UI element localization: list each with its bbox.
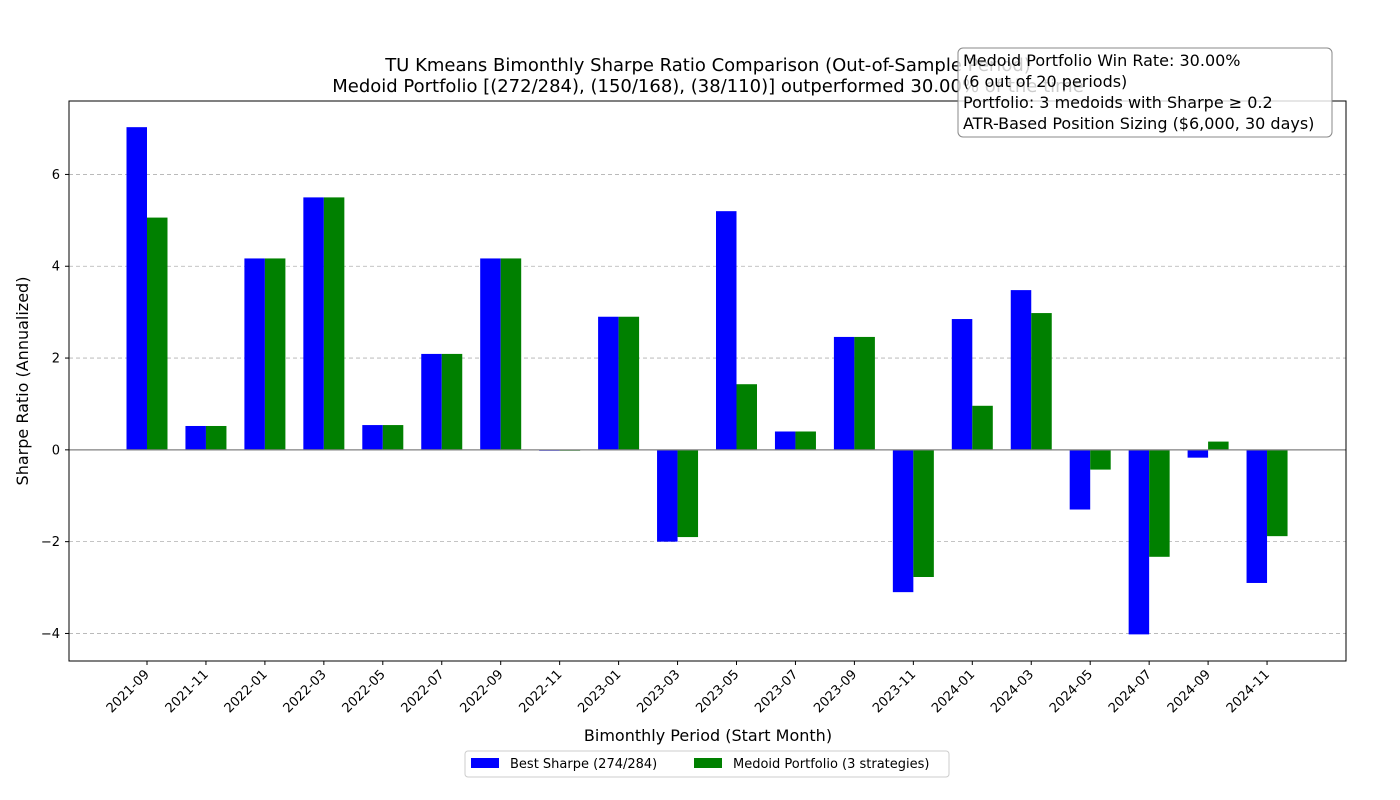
bar-best-sharpe [716,211,737,450]
bar-medoid-portfolio [1090,449,1111,470]
bar-medoid-portfolio [736,384,757,450]
bar-medoid-portfolio [441,353,463,450]
bar-best-sharpe [362,425,383,450]
legend-label-medoid-portfolio: Medoid Portfolio (3 strategies) [733,757,930,772]
bar-medoid-portfolio [1267,449,1288,537]
bar-medoid-portfolio [972,405,993,450]
x-tick-label: 2024-01 [929,667,978,716]
legend-swatch-medoid-portfolio [694,758,722,768]
bar-best-sharpe [892,449,914,593]
plot-frame [68,100,1347,662]
legend-label-best-sharpe: Best Sharpe (274/284) [510,757,657,772]
bar-best-sharpe [833,336,855,450]
x-tick-label: 2022-09 [458,667,507,716]
x-tick-label: 2024-03 [988,667,1037,716]
x-tick-label: 2023-09 [811,667,860,716]
y-tick-label: −2 [41,535,60,550]
x-tick-label: 2021-11 [163,667,212,716]
bar-best-sharpe [480,258,501,450]
annotation-line-3: Portfolio: 3 medoids with Sharpe ≥ 0.2 [963,93,1273,112]
bar-medoid-portfolio [500,258,522,450]
bar-best-sharpe [1187,449,1209,458]
x-tick-label: 2022-11 [516,667,565,716]
bar-medoid-portfolio [1149,449,1170,557]
x-tick-label: 2024-09 [1165,667,1214,716]
legend-swatch-best-sharpe [471,758,499,768]
x-tick-label: 2023-01 [575,667,624,716]
bar-best-sharpe [657,449,678,542]
x-tick-label: 2023-03 [634,667,683,716]
chart-title-line-1: TU Kmeans Bimonthly Sharpe Ratio Compari… [384,55,1031,76]
bar-medoid-portfolio [795,431,816,450]
bar-best-sharpe [1128,449,1150,635]
x-tick-label: 2023-07 [752,667,801,716]
x-tick-label: 2022-05 [340,667,389,716]
x-tick-label: 2024-05 [1047,667,1096,716]
bar-best-sharpe [1069,449,1091,510]
x-tick-label: 2022-01 [222,667,271,716]
x-tick-label: 2023-05 [693,667,742,716]
bar-medoid-portfolio [147,217,168,450]
annotation-line-2: (6 out of 20 periods) [963,72,1127,91]
x-axis-label: Bimonthly Period (Start Month) [584,726,832,745]
bar-medoid-portfolio [1208,441,1229,450]
bar-medoid-portfolio [205,425,227,450]
bar-best-sharpe [303,197,324,450]
bar-medoid-portfolio [1031,313,1052,450]
bar-best-sharpe [244,258,265,450]
bar-medoid-portfolio [323,197,345,450]
bar-best-sharpe [185,425,206,450]
bar-medoid-portfolio [264,258,286,450]
bars [126,127,1288,635]
bar-best-sharpe [774,431,796,450]
annotation-line-4: ATR-Based Position Sizing ($6,000, 30 da… [963,114,1314,133]
x-tick-label: 2024-11 [1224,667,1273,716]
bar-medoid-portfolio [854,336,875,450]
annotation-box: Medoid Portfolio Win Rate: 30.00% (6 out… [957,47,1333,138]
x-tick-label: 2024-07 [1106,667,1155,716]
bar-best-sharpe [598,316,619,450]
x-axis-ticks: 2021-09 2021-11 2022-01 2022-03 2022-05 2022-… [104,661,1273,716]
y-tick-label: 6 [52,168,60,183]
x-tick-label: 2023-11 [870,667,919,716]
x-tick-label: 2022-07 [399,667,448,716]
bar-medoid-portfolio [618,316,640,450]
chart-title-line-2: Medoid Portfolio [(272/284), (150/168), … [332,76,1084,97]
bar-medoid-portfolio [913,449,934,577]
bar-best-sharpe [1246,449,1268,583]
bar-best-sharpe [1010,290,1032,450]
y-tick-label: 4 [52,260,60,275]
y-tick-label: −4 [41,627,60,642]
bar-best-sharpe [951,319,973,450]
y-tick-label: 2 [52,352,60,367]
y-axis-ticks: −4 −2 0 2 4 6 [41,168,69,642]
bar-medoid-portfolio [677,449,699,538]
bar-best-sharpe [421,353,442,450]
annotation-line-1: Medoid Portfolio Win Rate: 30.00% [963,51,1241,70]
y-axis-label: Sharpe Ratio (Annualized) [13,277,32,486]
bar-medoid-portfolio [382,425,404,450]
annotation-background [957,47,1333,138]
bar-best-sharpe [126,127,147,450]
legend: Best Sharpe (274/284) Medoid Portfolio (… [464,750,950,778]
y-tick-label: 0 [52,443,60,458]
x-tick-label: 2022-03 [281,667,330,716]
x-tick-label: 2021-09 [104,667,153,716]
